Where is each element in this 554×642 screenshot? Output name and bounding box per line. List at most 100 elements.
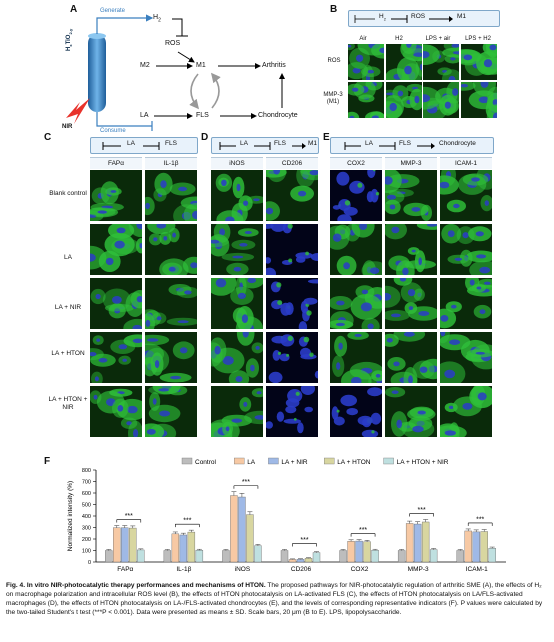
chondrocyte-label: Chondrocyte — [258, 112, 298, 119]
col-lps-air: LPS + air — [425, 36, 451, 42]
c-header-la: LA — [127, 140, 135, 147]
y-tick-label: 800 — [82, 468, 91, 474]
bar — [371, 550, 379, 563]
y-tick-label: 700 — [82, 480, 91, 486]
bar — [137, 549, 145, 563]
significance-stars: *** — [300, 537, 308, 544]
micrograph-tile — [90, 386, 142, 437]
row-label-la-nir: LA + NIR — [54, 304, 82, 311]
header-ros: ROS — [411, 13, 426, 20]
bar — [413, 523, 422, 563]
significance-stars: *** — [125, 513, 133, 520]
significance-stars: *** — [418, 507, 426, 514]
caption-body: The proposed pathways for NIR-photocatal… — [6, 582, 543, 616]
col-cd206: CD206 — [266, 157, 318, 169]
y-tick-label: 500 — [82, 503, 91, 509]
panel-d-label: D — [201, 132, 209, 143]
fls-label: FLS — [196, 112, 209, 119]
micrograph-tile — [440, 278, 492, 329]
significance-stars: *** — [242, 479, 250, 486]
micrograph-tile — [330, 224, 382, 275]
d-header-m1: M1 — [308, 140, 318, 147]
col-fapa: FAPα — [90, 157, 142, 169]
d-header-fls: FLS — [274, 140, 286, 147]
micrograph-tile — [145, 170, 197, 221]
panel-d-header: LA FLS M1 — [211, 137, 319, 154]
micrograph-tile — [266, 224, 318, 275]
bar — [304, 558, 313, 563]
micrograph-tile — [385, 278, 437, 329]
micrograph-tile — [90, 170, 142, 221]
x-tick-label: iNOS — [235, 566, 251, 573]
row-label-la-hton-nir: LA + HTON + NIR — [48, 396, 88, 411]
nir-bolt-icon — [66, 98, 90, 124]
panel-b-tile — [385, 82, 422, 118]
micrograph-tile — [330, 332, 382, 383]
panel-b-label: B — [330, 4, 338, 15]
panel-b-tile — [385, 44, 422, 80]
bar — [121, 527, 129, 563]
bar — [238, 496, 246, 563]
x-tick-label: COX2 — [351, 566, 369, 573]
micrograph-tile — [211, 386, 263, 437]
x-tick-label: ICAM-1 — [466, 566, 488, 573]
row-mmp3: MMP-3 (M1) — [323, 92, 343, 105]
micrograph-tile — [90, 224, 142, 275]
legend-swatch — [233, 457, 245, 465]
m1-label: M1 — [196, 62, 206, 69]
legend-label: LA + HTON — [337, 459, 371, 466]
micrograph-tile — [211, 170, 263, 221]
bar — [488, 547, 496, 563]
micrograph-tile — [145, 278, 197, 329]
bar — [405, 523, 414, 563]
legend-label: LA + NIR — [281, 459, 307, 466]
e-header-chondrocyte: Chondrocyte — [439, 140, 476, 147]
h2-label: H2 — [153, 14, 161, 24]
bar — [456, 550, 464, 563]
col-icam1: ICAM-1 — [440, 157, 492, 169]
panel-a-diagram — [66, 14, 285, 131]
bar — [339, 550, 347, 563]
panel-b-tile — [423, 44, 459, 80]
micrograph-tile — [90, 332, 142, 383]
bar — [280, 550, 289, 563]
micrograph-tile — [266, 332, 318, 383]
row-label-la-hton: LA + HTON — [51, 350, 85, 357]
micrograph-tile — [440, 332, 492, 383]
micrograph-tile — [330, 278, 382, 329]
panel-f-label: F — [44, 456, 51, 467]
micrograph-tile — [385, 386, 437, 437]
caption-title: Fig. 4. In vitro NIR-photocatalytic ther… — [6, 582, 266, 589]
y-tick-label: 600 — [82, 491, 91, 497]
bar — [179, 534, 188, 563]
panel-b-tile — [348, 44, 384, 80]
bar — [429, 549, 438, 563]
d-header-la: LA — [240, 140, 248, 147]
col-lps-h2: LPS + H2 — [465, 36, 491, 42]
bar — [296, 559, 305, 563]
bar — [464, 530, 472, 563]
y-tick-label: 300 — [82, 526, 91, 532]
micrograph-tile — [385, 224, 437, 275]
bar — [480, 531, 488, 563]
bar — [288, 559, 297, 563]
bar — [355, 540, 363, 563]
panel-e-header: LA FLS Chondrocyte — [330, 137, 494, 154]
generate-label: Generate — [100, 8, 126, 14]
figure-caption: Fig. 4. In vitro NIR-photocatalytic ther… — [6, 581, 548, 617]
col-mmp3: MMP-3 — [385, 157, 437, 169]
row-ros: ROS — [327, 58, 341, 64]
bar — [222, 550, 230, 563]
bar — [347, 541, 355, 563]
panel-e-label: E — [323, 132, 330, 143]
significance-stars: *** — [183, 518, 191, 525]
la-label: LA — [140, 112, 149, 119]
y-tick-label: 200 — [82, 537, 91, 543]
micrograph-tile — [440, 386, 492, 437]
micrograph-tile — [145, 224, 197, 275]
e-header-fls: FLS — [399, 140, 411, 147]
m2-label: M2 — [140, 62, 150, 69]
bar — [472, 531, 480, 563]
nanorod-shape — [88, 34, 106, 112]
micrograph-tile — [440, 170, 492, 221]
